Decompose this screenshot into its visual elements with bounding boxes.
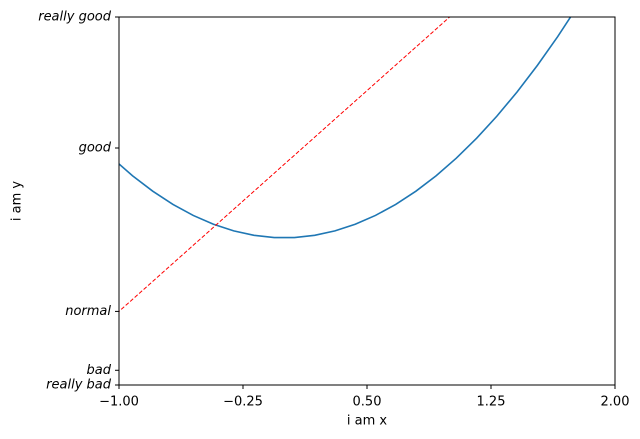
data-line bbox=[119, 17, 572, 239]
axes-frame bbox=[118, 16, 616, 386]
x-tick-label: 0.50 bbox=[353, 395, 382, 410]
x-axis-label: i am x bbox=[347, 414, 388, 429]
data-line bbox=[119, 17, 451, 313]
x-tick-label: 1.25 bbox=[477, 395, 506, 410]
y-tick-label: really good bbox=[38, 10, 112, 25]
y-tick-label: bad bbox=[87, 363, 112, 378]
y-tick-label: normal bbox=[65, 304, 111, 319]
x-tick-label: 2.00 bbox=[601, 395, 630, 410]
x-tick-label: −1.00 bbox=[99, 395, 139, 410]
y-tick-label: really bad bbox=[46, 378, 112, 393]
plot-lines bbox=[119, 17, 572, 313]
x-tick-label: −0.25 bbox=[223, 395, 263, 410]
y-axis-label: i am y bbox=[10, 181, 25, 222]
y-tick-label: good bbox=[79, 141, 112, 156]
